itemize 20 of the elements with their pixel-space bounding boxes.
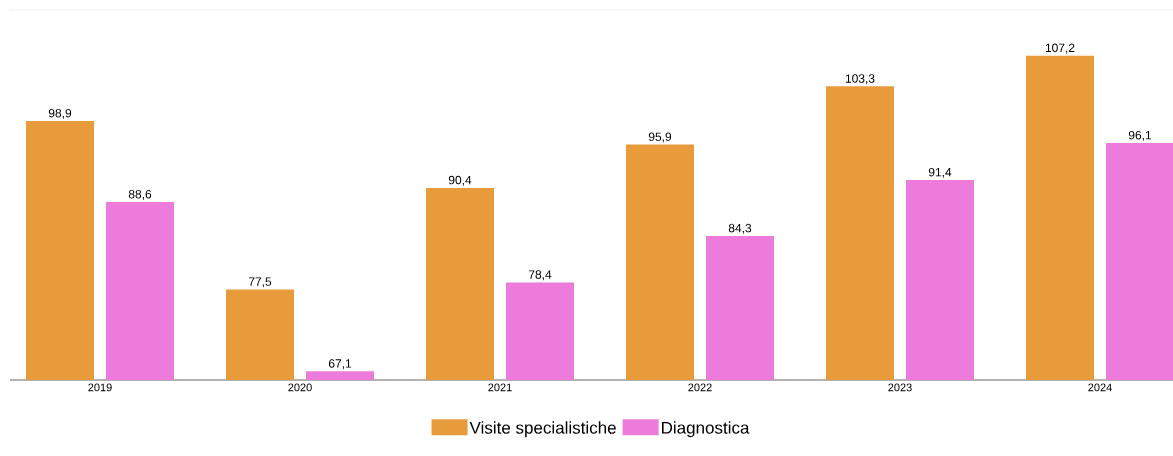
data-label: 84,3 bbox=[728, 223, 752, 234]
data-label: 103,3 bbox=[845, 74, 875, 85]
data-label: 96,1 bbox=[1128, 130, 1152, 141]
x-tick-label: 2020 bbox=[288, 383, 312, 392]
x-tick-label: 2023 bbox=[888, 383, 912, 392]
legend-label: Diagnostica bbox=[662, 421, 750, 438]
legend-label: Visite specialistiche bbox=[469, 421, 616, 438]
x-tick-label: 2019 bbox=[88, 383, 112, 392]
data-label: 77,5 bbox=[248, 277, 272, 288]
data-label: 107,2 bbox=[1045, 43, 1075, 54]
data-label: 88,6 bbox=[128, 189, 152, 200]
data-label: 67,1 bbox=[328, 359, 352, 370]
x-tick-label: 2024 bbox=[1088, 383, 1112, 392]
data-label: 91,4 bbox=[928, 167, 952, 178]
data-label: 78,4 bbox=[528, 270, 552, 281]
x-tick-label: 2021 bbox=[488, 383, 512, 392]
x-tick-label: 2022 bbox=[688, 383, 712, 392]
data-label: 90,4 bbox=[448, 175, 472, 186]
data-label: 98,9 bbox=[48, 108, 72, 119]
data-label: 95,9 bbox=[648, 132, 672, 143]
